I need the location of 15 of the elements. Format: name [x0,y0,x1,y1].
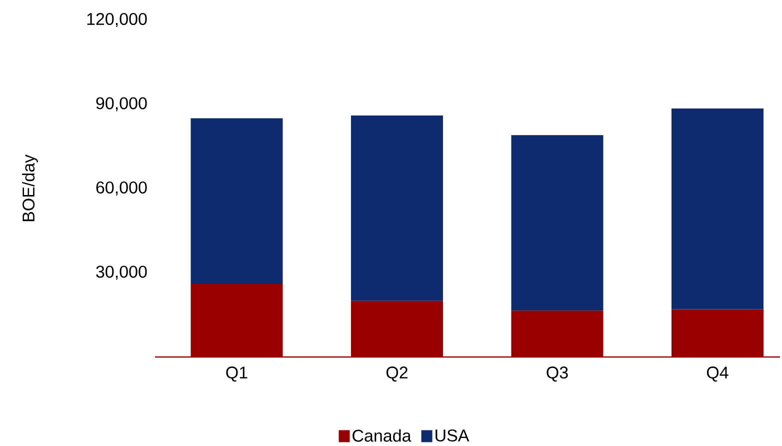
legend-label: Canada [352,429,412,442]
y-tick-label: 60,000 [96,181,147,196]
legend-label: USA [436,429,470,442]
bar [350,115,443,301]
x-tick-label: Q2 [386,366,408,382]
x-tick-label: Q1 [226,366,248,382]
bar [190,118,283,284]
y-tick-label: 30,000 [96,266,147,280]
y-tick-label: 90,000 [96,97,147,112]
x-tick-label: Q4 [706,366,728,382]
bar [671,108,764,310]
bar [511,135,604,311]
x-tick-label: Q3 [546,366,568,382]
y-axis-title: BOE/day [22,154,38,222]
y-tick-label: 120,000 [87,12,147,28]
